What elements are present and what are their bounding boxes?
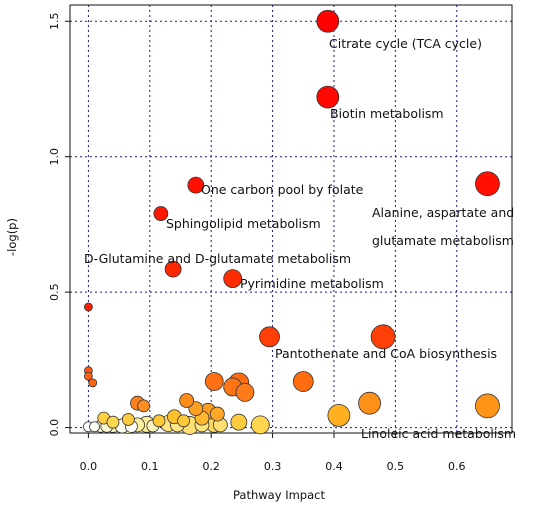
x-axis-title: Pathway Impact: [233, 488, 325, 502]
data-point: [316, 85, 340, 109]
data-point: [370, 324, 396, 350]
data-point: [187, 176, 205, 194]
data-point: [358, 391, 381, 415]
data-point: [121, 413, 135, 426]
label-biotin-metabolism: Biotin metabolism: [330, 106, 444, 121]
data-point: [106, 415, 120, 429]
data-points: [83, 9, 500, 435]
data-point: [327, 403, 351, 427]
data-point: [230, 413, 248, 431]
data-point: [164, 260, 182, 278]
data-point: [137, 399, 151, 413]
data-point: [292, 371, 314, 392]
x-tick-label: 0.3: [264, 460, 282, 473]
x-tick-label: 0.1: [141, 460, 159, 473]
y-tick-label: 0.0: [48, 419, 61, 437]
data-point: [89, 421, 100, 433]
x-tick-label: 0.0: [80, 460, 98, 473]
x-tick-label: 0.4: [325, 460, 343, 473]
data-point: [84, 371, 93, 381]
x-tick-label: 0.6: [448, 460, 466, 473]
data-point: [209, 406, 225, 422]
data-point: [204, 372, 224, 391]
label-sphingolipid: Sphingolipid metabolism: [166, 216, 321, 231]
data-point: [152, 414, 166, 428]
data-point: [223, 269, 243, 288]
grid-lines: [70, 5, 512, 433]
label-pantothenate: Pantothenate and CoA biosynthesis: [275, 346, 497, 361]
label-linoleic: Linoleic acid metabolism: [361, 426, 516, 441]
data-point: [475, 393, 500, 419]
x-tick-label: 0.2: [202, 460, 220, 473]
data-point: [84, 302, 93, 312]
data-point: [259, 326, 280, 348]
data-point: [250, 415, 270, 435]
label-pyrimidine: Pyrimidine metabolism: [240, 276, 384, 291]
data-point: [235, 382, 255, 402]
label-alanine-line1: Alanine, aspartate and: [372, 205, 514, 220]
x-tick-label: 0.5: [387, 460, 405, 473]
label-alanine-line2: glutamate metabolism: [372, 233, 514, 248]
data-point: [316, 9, 340, 33]
data-point: [88, 378, 98, 388]
label-one-carbon-pool: One carbon pool by folate: [201, 182, 364, 197]
data-point: [179, 393, 195, 408]
axis-ticks: 0.0 0.1 0.2 0.3 0.4 0.5 0.6 0.0 0.5 1.0 1.5: [48, 13, 466, 473]
label-d-glutamine: D-Glutamine and D-glutamate metabolism: [84, 251, 351, 266]
y-tick-label: 1.0: [48, 148, 61, 166]
data-point: [153, 206, 169, 221]
y-tick-label: 0.5: [48, 283, 61, 301]
label-citrate-cycle: Citrate cycle (TCA cycle): [329, 36, 482, 51]
data-point: [475, 171, 500, 197]
plot-frame: [69, 4, 513, 434]
data-point: [177, 414, 190, 428]
y-tick-label: 1.5: [48, 13, 61, 31]
y-axis-title: -log(p): [5, 218, 19, 256]
